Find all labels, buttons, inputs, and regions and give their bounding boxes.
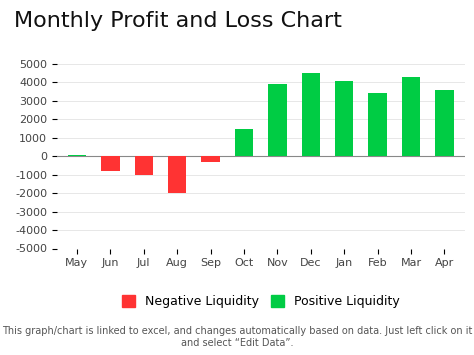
Bar xyxy=(235,129,253,156)
Legend: Negative Liquidity, Positive Liquidity: Negative Liquidity, Positive Liquidity xyxy=(122,295,399,308)
Bar xyxy=(335,81,354,156)
Text: This graph/chart is linked to excel, and changes automatically based on data. Ju: This graph/chart is linked to excel, and… xyxy=(2,326,472,348)
Text: Monthly Profit and Loss Chart: Monthly Profit and Loss Chart xyxy=(14,11,342,31)
Bar xyxy=(68,155,86,156)
Bar xyxy=(402,77,420,156)
Bar xyxy=(168,156,186,193)
Bar xyxy=(435,90,454,156)
Bar xyxy=(368,93,387,156)
Bar xyxy=(301,73,320,156)
Bar xyxy=(201,156,220,162)
Bar xyxy=(268,84,287,156)
Bar xyxy=(135,156,153,175)
Bar xyxy=(101,156,119,171)
